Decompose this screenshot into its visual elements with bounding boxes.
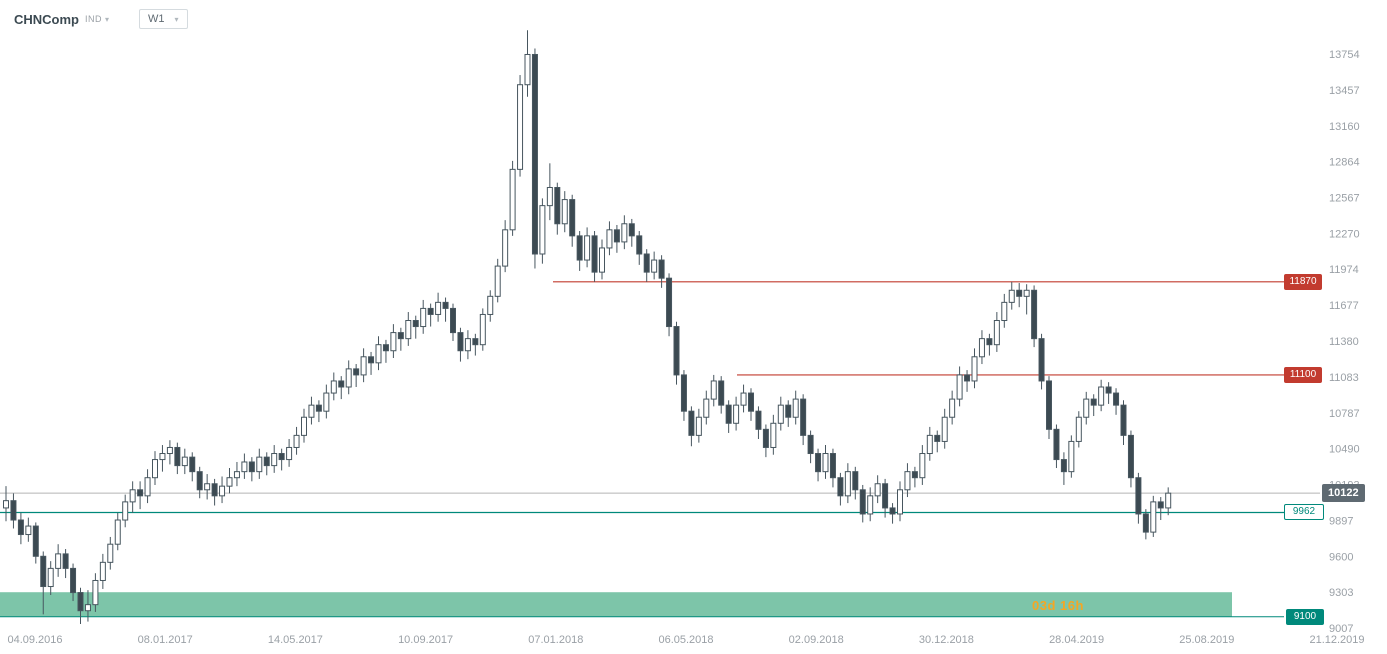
zone-badge-9100[interactable]: 9100 xyxy=(1286,609,1324,625)
svg-text:25.08.2019: 25.08.2019 xyxy=(1179,634,1234,646)
svg-text:11380: 11380 xyxy=(1329,336,1359,348)
svg-text:11083: 11083 xyxy=(1329,372,1359,384)
zone-countdown: 03d 16h xyxy=(1032,598,1084,613)
svg-text:13754: 13754 xyxy=(1329,49,1360,61)
instrument-type-label: IND xyxy=(85,14,102,24)
level-badge-9962[interactable]: 9962 xyxy=(1284,504,1324,520)
svg-text:13160: 13160 xyxy=(1329,121,1360,133)
svg-text:08.01.2017: 08.01.2017 xyxy=(138,634,193,646)
svg-text:28.04.2019: 28.04.2019 xyxy=(1049,634,1104,646)
level-badge-11870[interactable]: 11870 xyxy=(1284,274,1322,290)
svg-text:9303: 9303 xyxy=(1329,587,1353,599)
svg-text:07.01.2018: 07.01.2018 xyxy=(528,634,583,646)
svg-text:02.09.2018: 02.09.2018 xyxy=(789,634,844,646)
current-price-badge: 10122 xyxy=(1322,484,1365,502)
level-badge-11100[interactable]: 11100 xyxy=(1284,367,1322,383)
chart-header: CHNComp IND ▾ W1 ▾ xyxy=(14,9,188,29)
svg-text:10.09.2017: 10.09.2017 xyxy=(398,634,453,646)
svg-text:10787: 10787 xyxy=(1329,408,1360,420)
svg-text:9600: 9600 xyxy=(1329,551,1353,563)
svg-text:12270: 12270 xyxy=(1329,228,1360,240)
timeframe-dropdown-caret: ▾ xyxy=(174,14,179,24)
svg-text:12864: 12864 xyxy=(1329,157,1360,169)
timeframe-label: W1 xyxy=(148,13,165,25)
svg-text:9897: 9897 xyxy=(1329,515,1353,527)
svg-text:14.05.2017: 14.05.2017 xyxy=(268,634,323,646)
timeframe-selector[interactable]: W1 ▾ xyxy=(139,9,188,29)
symbol-name[interactable]: CHNComp xyxy=(14,11,79,27)
svg-text:12567: 12567 xyxy=(1329,193,1360,205)
svg-text:06.05.2018: 06.05.2018 xyxy=(658,634,713,646)
svg-text:04.09.2016: 04.09.2016 xyxy=(7,634,62,646)
svg-text:10490: 10490 xyxy=(1329,444,1360,456)
svg-text:21.12.2019: 21.12.2019 xyxy=(1309,634,1364,646)
svg-text:30.12.2018: 30.12.2018 xyxy=(919,634,974,646)
svg-text:11677: 11677 xyxy=(1329,300,1359,312)
svg-text:9007: 9007 xyxy=(1329,623,1353,635)
symbol-dropdown-caret[interactable]: ▾ xyxy=(105,14,110,24)
svg-text:13457: 13457 xyxy=(1329,85,1360,97)
svg-text:11974: 11974 xyxy=(1329,264,1359,276)
